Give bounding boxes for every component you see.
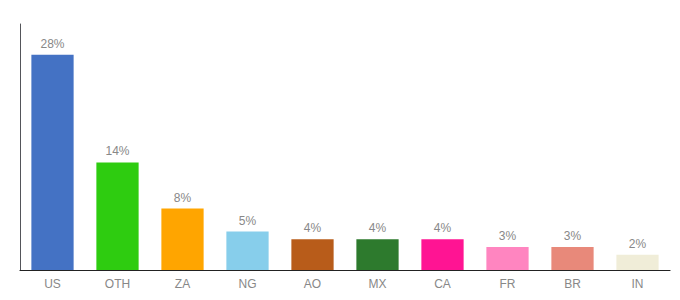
svg-text:CA: CA (434, 277, 451, 291)
svg-text:4%: 4% (434, 221, 452, 235)
svg-text:14%: 14% (105, 144, 129, 158)
svg-text:28%: 28% (40, 37, 64, 51)
svg-text:US: US (44, 277, 61, 291)
svg-text:OTH: OTH (105, 277, 130, 291)
svg-text:5%: 5% (239, 214, 257, 228)
svg-text:3%: 3% (564, 229, 582, 243)
svg-text:BR: BR (564, 277, 581, 291)
svg-text:3%: 3% (499, 229, 517, 243)
svg-text:4%: 4% (304, 221, 322, 235)
svg-text:IN: IN (632, 277, 644, 291)
svg-text:AO: AO (304, 277, 321, 291)
svg-text:2%: 2% (629, 237, 647, 251)
svg-text:4%: 4% (369, 221, 387, 235)
svg-text:NG: NG (239, 277, 257, 291)
svg-text:8%: 8% (174, 191, 192, 205)
svg-text:FR: FR (500, 277, 516, 291)
svg-text:ZA: ZA (175, 277, 190, 291)
svg-text:MX: MX (369, 277, 387, 291)
